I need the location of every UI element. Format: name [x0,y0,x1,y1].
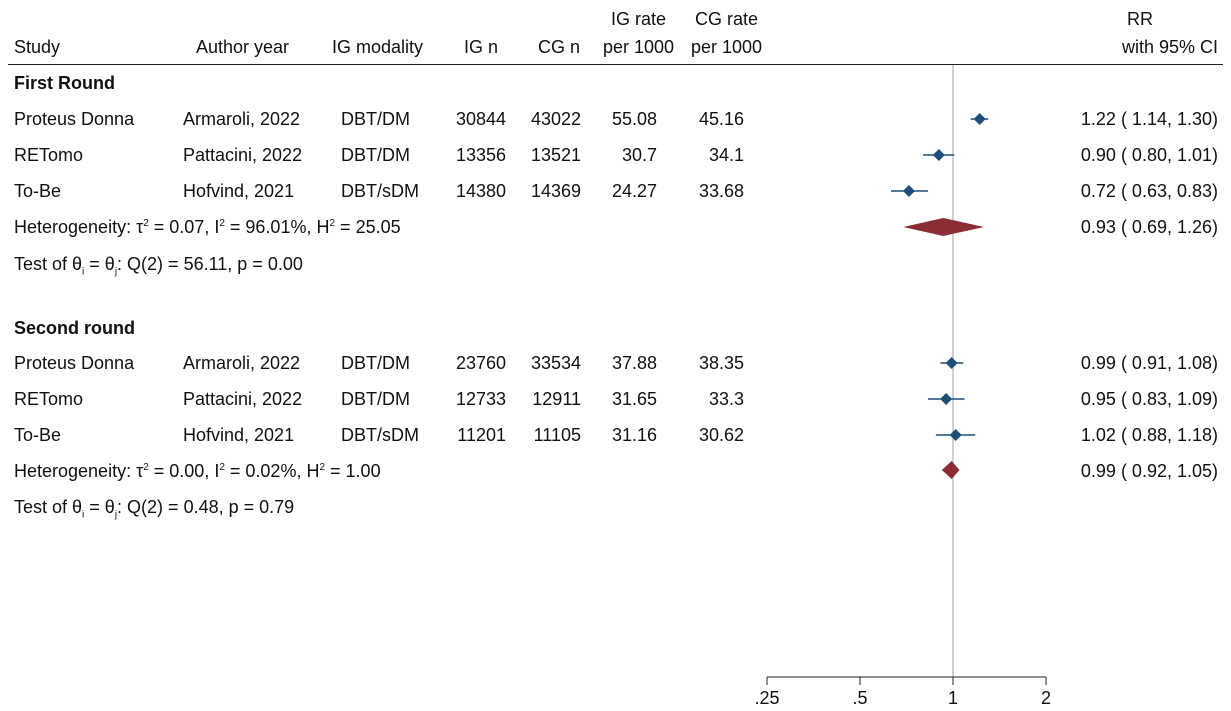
study-name: RETomo [14,389,84,409]
study-cg-n: 12911 [532,389,581,409]
study-modality: DBT/DM [341,145,410,165]
study-ig-rate: 55.08 [611,109,657,129]
study-modality: DBT/DM [341,109,410,129]
study-ig-n: 13356 [455,145,506,165]
pooled-diamond [941,461,960,479]
study-point-marker [932,149,945,161]
header-cg-n: CG n [537,37,580,57]
study-author-year: Armaroli, 2022 [183,109,301,129]
x-axis-tick-label: .25 [754,688,779,708]
header-ig-rate-line2: per 1000 [602,37,674,57]
header-ig-modality: IG modality [332,37,424,57]
study-ig-n: 12733 [455,389,506,409]
study-author-year: Pattacini, 2022 [183,389,303,409]
study-cg-n: 11105 [533,425,581,445]
study-cg-rate: 45.16 [698,109,744,129]
x-axis-tick-label: .5 [852,688,867,708]
study-modality: DBT/sDM [341,425,419,445]
study-ig-rate: 31.65 [611,389,657,409]
header-cg-rate-line1: CG rate [694,9,758,29]
study-author-year: Armaroli, 2022 [183,353,301,373]
test-line: Test of θi = θj: Q(2) = 56.11, p = 0.00 [14,254,303,278]
study-author-year: Pattacini, 2022 [183,145,303,165]
study-name: Proteus Donna [14,353,135,373]
study-point-marker [902,185,915,197]
study-cg-n: 43022 [530,109,581,129]
header-rr-line1: RR [1127,9,1153,29]
pooled-rr-ci: 0.93 ( 0.69, 1.26) [1080,217,1218,237]
study-ig-rate: 24.27 [611,181,657,201]
study-cg-rate: 33.68 [698,181,744,201]
header-author-year: Author year [196,37,290,57]
study-cg-n: 33534 [530,353,581,373]
study-cg-n: 13521 [530,145,581,165]
header-ig-n: IG n [463,37,498,57]
x-axis-tick-label: 2 [1041,688,1051,708]
header-ig-rate-line1: IG rate [610,9,666,29]
study-author-year: Hofvind, 2021 [183,181,295,201]
study-rr-ci: 0.72 ( 0.63, 0.83) [1080,181,1218,201]
study-point-marker [973,113,986,125]
study-modality: DBT/DM [341,353,410,373]
group-title-second-round: Second round [14,318,135,338]
study-rr-ci: 0.90 ( 0.80, 1.01) [1080,145,1218,165]
study-cg-rate: 30.62 [698,425,744,445]
study-ig-n: 30844 [455,109,506,129]
study-modality: DBT/sDM [341,181,419,201]
study-ig-rate: 37.88 [611,353,657,373]
study-ig-n: 14380 [455,181,506,201]
study-name: To-Be [14,425,62,445]
study-point-marker [940,393,953,405]
study-ig-rate: 31.16 [611,425,657,445]
pooled-rr-ci: 0.99 ( 0.92, 1.05) [1080,461,1218,481]
header-study: Study [14,37,61,57]
group-title-first-round: First Round [14,73,115,93]
study-rr-ci: 1.02 ( 0.88, 1.18) [1080,425,1218,445]
study-modality: DBT/DM [341,389,410,409]
study-point-marker [949,429,962,441]
study-rr-ci: 1.22 ( 1.14, 1.30) [1080,109,1218,129]
header-cg-rate-line2: per 1000 [690,37,762,57]
test-line: Test of θi = θj: Q(2) = 0.48, p = 0.79 [14,497,295,521]
study-ig-n: 23760 [455,353,506,373]
study-name: Proteus Donna [14,109,135,129]
study-name: RETomo [14,145,84,165]
study-cg-rate: 33.3 [708,389,744,409]
x-axis-tick-label: 1 [948,688,958,708]
study-cg-rate: 34.1 [708,145,744,165]
study-ig-rate: 30.7 [621,145,657,165]
study-point-marker [945,357,958,369]
study-author-year: Hofvind, 2021 [183,425,295,445]
study-rr-ci: 0.99 ( 0.91, 1.08) [1080,353,1218,373]
study-cg-n: 14369 [530,181,581,201]
heterogeneity-line: Heterogeneity: τ2 = 0.00, I2 = 0.02%, H2… [14,461,381,481]
heterogeneity-line: Heterogeneity: τ2 = 0.07, I2 = 96.01%, H… [14,217,401,237]
study-name: To-Be [14,181,62,201]
header-rule [8,64,1223,65]
study-cg-rate: 38.35 [698,353,744,373]
pooled-diamond [903,218,985,236]
study-rr-ci: 0.95 ( 0.83, 1.09) [1080,389,1218,409]
header-rr-line2: with 95% CI [1121,37,1218,57]
study-ig-n: 11201 [457,425,506,445]
